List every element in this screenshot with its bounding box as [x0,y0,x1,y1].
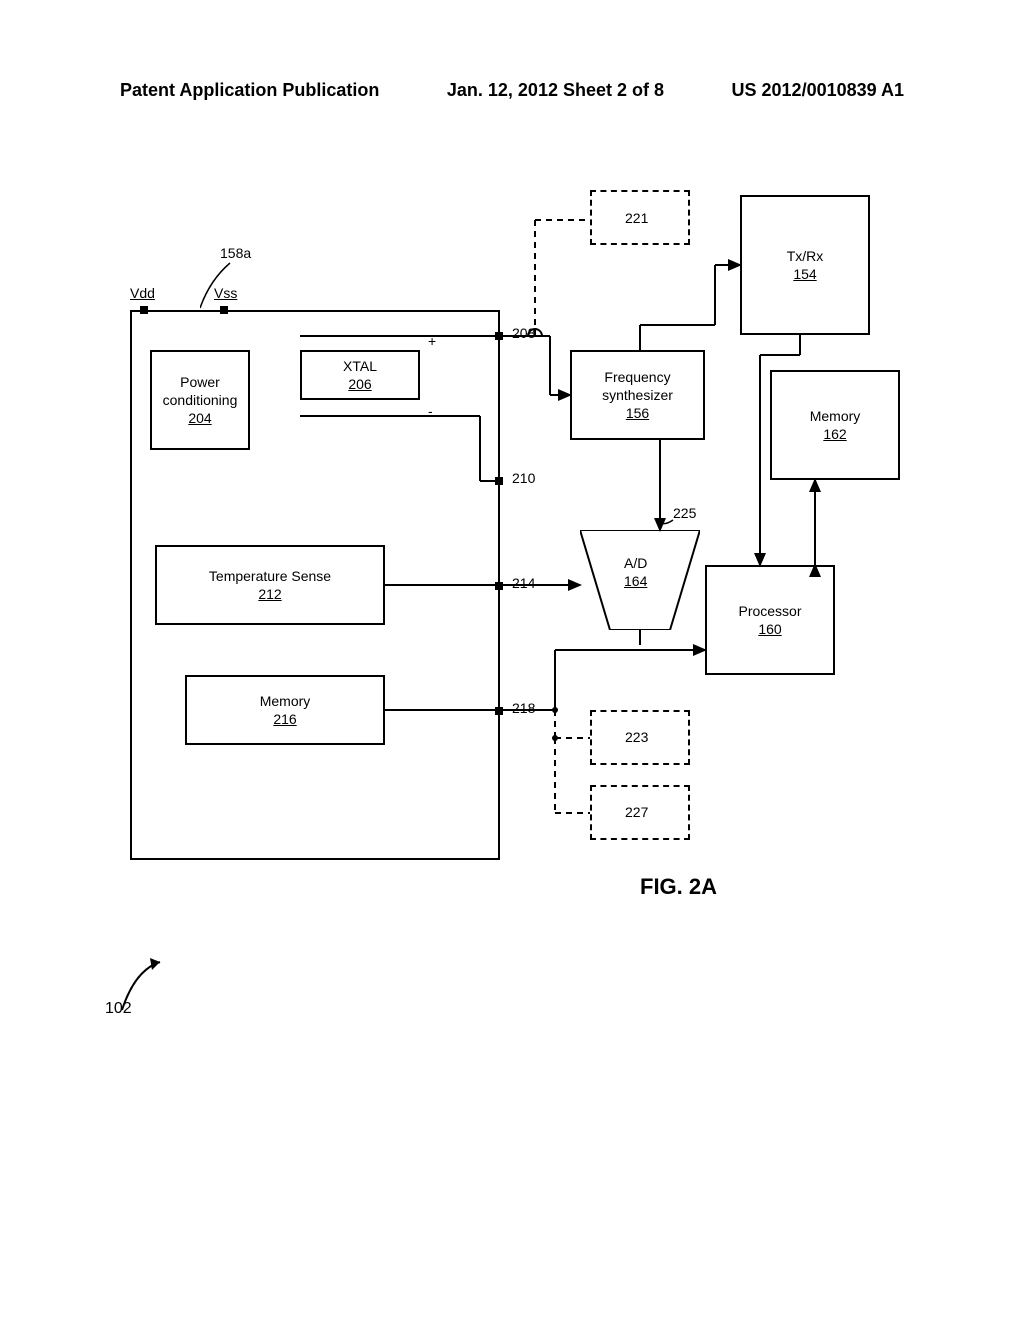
header-right: US 2012/0010839 A1 [732,80,904,101]
figure-label: FIG. 2A [640,874,717,900]
header-mid: Jan. 12, 2012 Sheet 2 of 8 [447,80,664,101]
header-left: Patent Application Publication [120,80,379,101]
connections [100,175,900,875]
block-diagram: Vdd Vss 158a Power conditioning 204 XTAL… [100,175,900,1095]
page-header: Patent Application Publication Jan. 12, … [0,80,1024,101]
